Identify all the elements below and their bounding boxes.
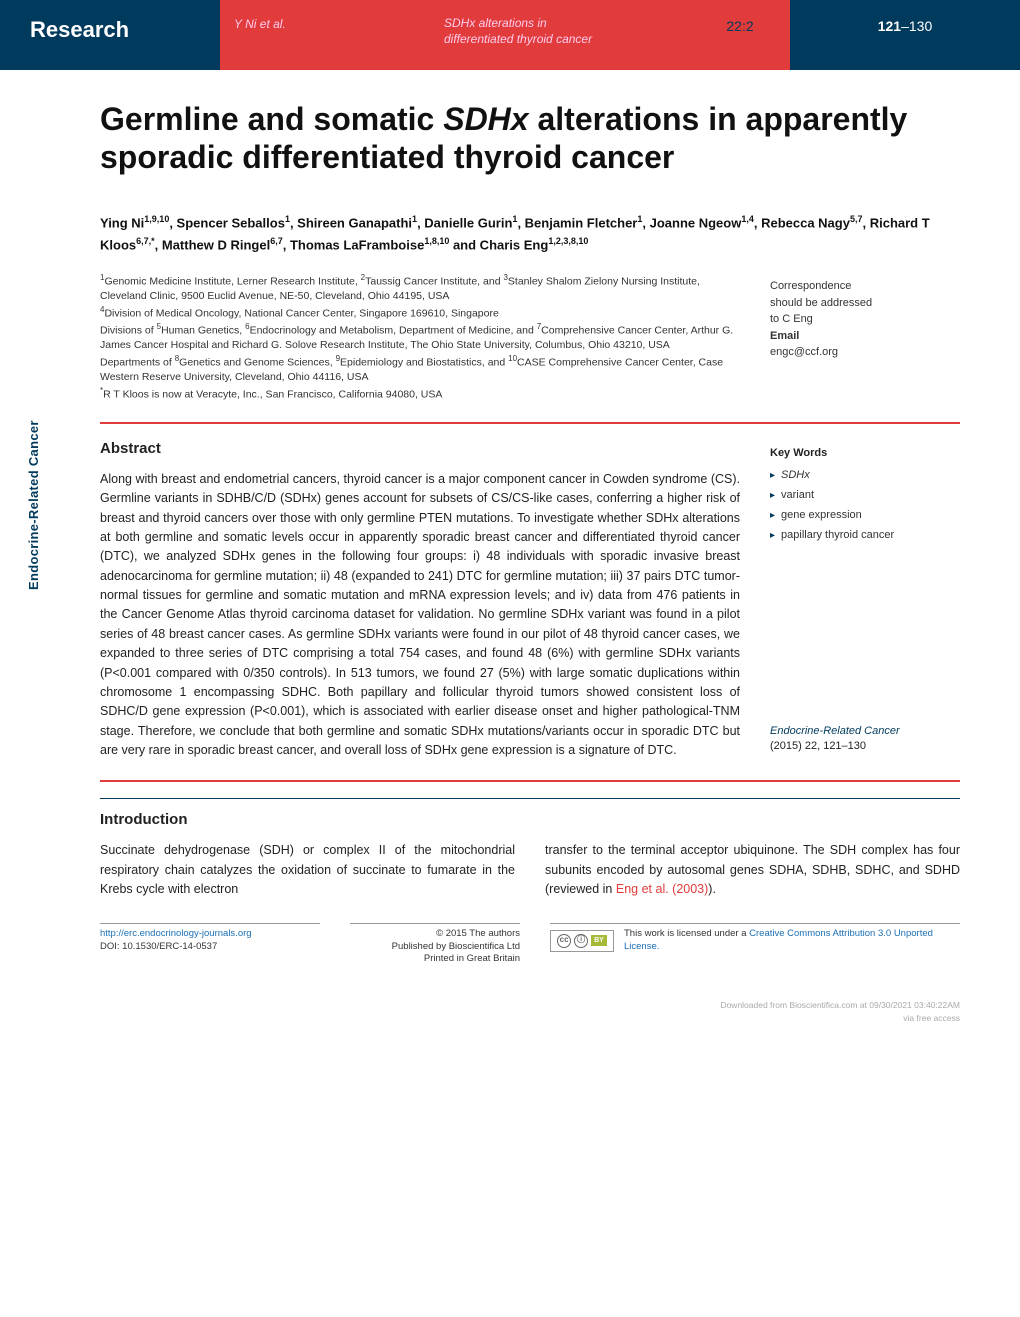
journal-url[interactable]: http://erc.endocrinology-journals.org — [100, 928, 252, 939]
publisher: Published by Bioscientifica Ltd — [392, 941, 520, 952]
side-journal-name: Endocrine-Related Cancer — [25, 420, 44, 590]
intro-col-2: transfer to the terminal acceptor ubiqui… — [545, 841, 960, 899]
abstract-row: Abstract Along with breast and endometri… — [100, 438, 960, 760]
header-running-title: SDHx alterations in differentiated thyro… — [430, 0, 690, 70]
header-author-short: Y Ni et al. — [220, 0, 430, 70]
copyright: © 2015 The authors — [436, 928, 520, 939]
keyword-item: papillary thyroid cancer — [770, 528, 960, 544]
doi: DOI: 10.1530/ERC-14-0537 — [100, 941, 217, 952]
affiliation-line: 4Division of Medical Oncology, National … — [100, 304, 740, 321]
running-title-line1: SDHx alterations in — [444, 16, 547, 30]
correspondence-line: Correspondence — [770, 278, 960, 295]
keyword-item: variant — [770, 488, 960, 504]
separator — [100, 422, 960, 424]
citation-journal: Endocrine-Related Cancer — [770, 725, 900, 737]
footer-col-1: http://erc.endocrinology-journals.org DO… — [100, 923, 320, 953]
keywords-column: Key Words SDHx variant gene expression p… — [770, 438, 960, 760]
header-vol-issue: 22:2 — [690, 0, 790, 70]
abstract-heading: Abstract — [100, 438, 740, 460]
abstract-column: Abstract Along with breast and endometri… — [100, 438, 740, 760]
footer-col-3: cc ⓘ BY This work is licensed under a Cr… — [550, 923, 960, 953]
affiliation-line: Divisions of 5Human Genetics, 6Endocrino… — [100, 321, 740, 353]
citation-detail: (2015) 22, 121–130 — [770, 740, 866, 752]
email-label: Email — [770, 328, 960, 345]
affiliation-line: Departments of 8Genetics and Genome Scie… — [100, 353, 740, 385]
separator — [100, 780, 960, 782]
citation-link[interactable]: Eng et al. (2003) — [616, 882, 708, 896]
introduction-section: Introduction Succinate dehydrogenase (SD… — [100, 809, 960, 899]
keywords-list: SDHx variant gene expression papillary t… — [770, 468, 960, 544]
affiliations: 1Genomic Medicine Institute, Lerner Rese… — [100, 272, 740, 402]
correspondence-line: to C Eng — [770, 311, 960, 328]
license-text: This work is licensed under a Creative C… — [624, 928, 960, 953]
keyword-item: gene expression — [770, 508, 960, 524]
page-footer: http://erc.endocrinology-journals.org DO… — [100, 923, 960, 965]
affiliation-line: *R T Kloos is now at Veracyte, Inc., San… — [100, 385, 740, 402]
introduction-heading: Introduction — [100, 809, 960, 831]
correspondence-box: Correspondence should be addressed to C … — [770, 272, 960, 402]
printed: Printed in Great Britain — [424, 953, 520, 964]
by-icon: ⓘ — [574, 934, 588, 948]
keywords-heading: Key Words — [770, 446, 960, 462]
author-list: Ying Ni1,9,10, Spencer Seballos1, Shiree… — [100, 212, 960, 256]
intro-col-1: Succinate dehydrogenase (SDH) or complex… — [100, 841, 515, 899]
separator-thin — [100, 798, 960, 799]
page-header: Research Open Access Y Ni et al. SDHx al… — [0, 0, 1020, 70]
section-label: Research — [30, 14, 200, 46]
abstract-text: Along with breast and endometrial cancer… — [100, 470, 740, 761]
main-content: Endocrine-Related Cancer Germline and so… — [0, 70, 1020, 995]
introduction-columns: Succinate dehydrogenase (SDH) or complex… — [100, 841, 960, 899]
by-tag: BY — [591, 935, 607, 946]
citation-box: Endocrine-Related Cancer (2015) 22, 121–… — [770, 724, 960, 755]
correspondence-line: should be addressed — [770, 295, 960, 312]
header-page-range: 121–130 — [790, 0, 1020, 70]
header-section-box: Research Open Access — [0, 0, 220, 70]
article-title: Germline and somatic SDHx alterations in… — [100, 100, 960, 177]
download-note: Downloaded from Bioscientifica.com at 09… — [0, 999, 1020, 1024]
cc-badge: cc ⓘ BY — [550, 930, 614, 952]
correspondence-email: engc@ccf.org — [770, 344, 960, 361]
keyword-item: SDHx — [770, 468, 960, 484]
running-title-line2: differentiated thyroid cancer — [444, 32, 592, 46]
footer-col-2: © 2015 The authors Published by Bioscien… — [350, 923, 520, 965]
affiliation-line: 1Genomic Medicine Institute, Lerner Rese… — [100, 272, 740, 304]
cc-icon: cc — [557, 934, 571, 948]
affiliations-row: 1Genomic Medicine Institute, Lerner Rese… — [100, 272, 960, 402]
